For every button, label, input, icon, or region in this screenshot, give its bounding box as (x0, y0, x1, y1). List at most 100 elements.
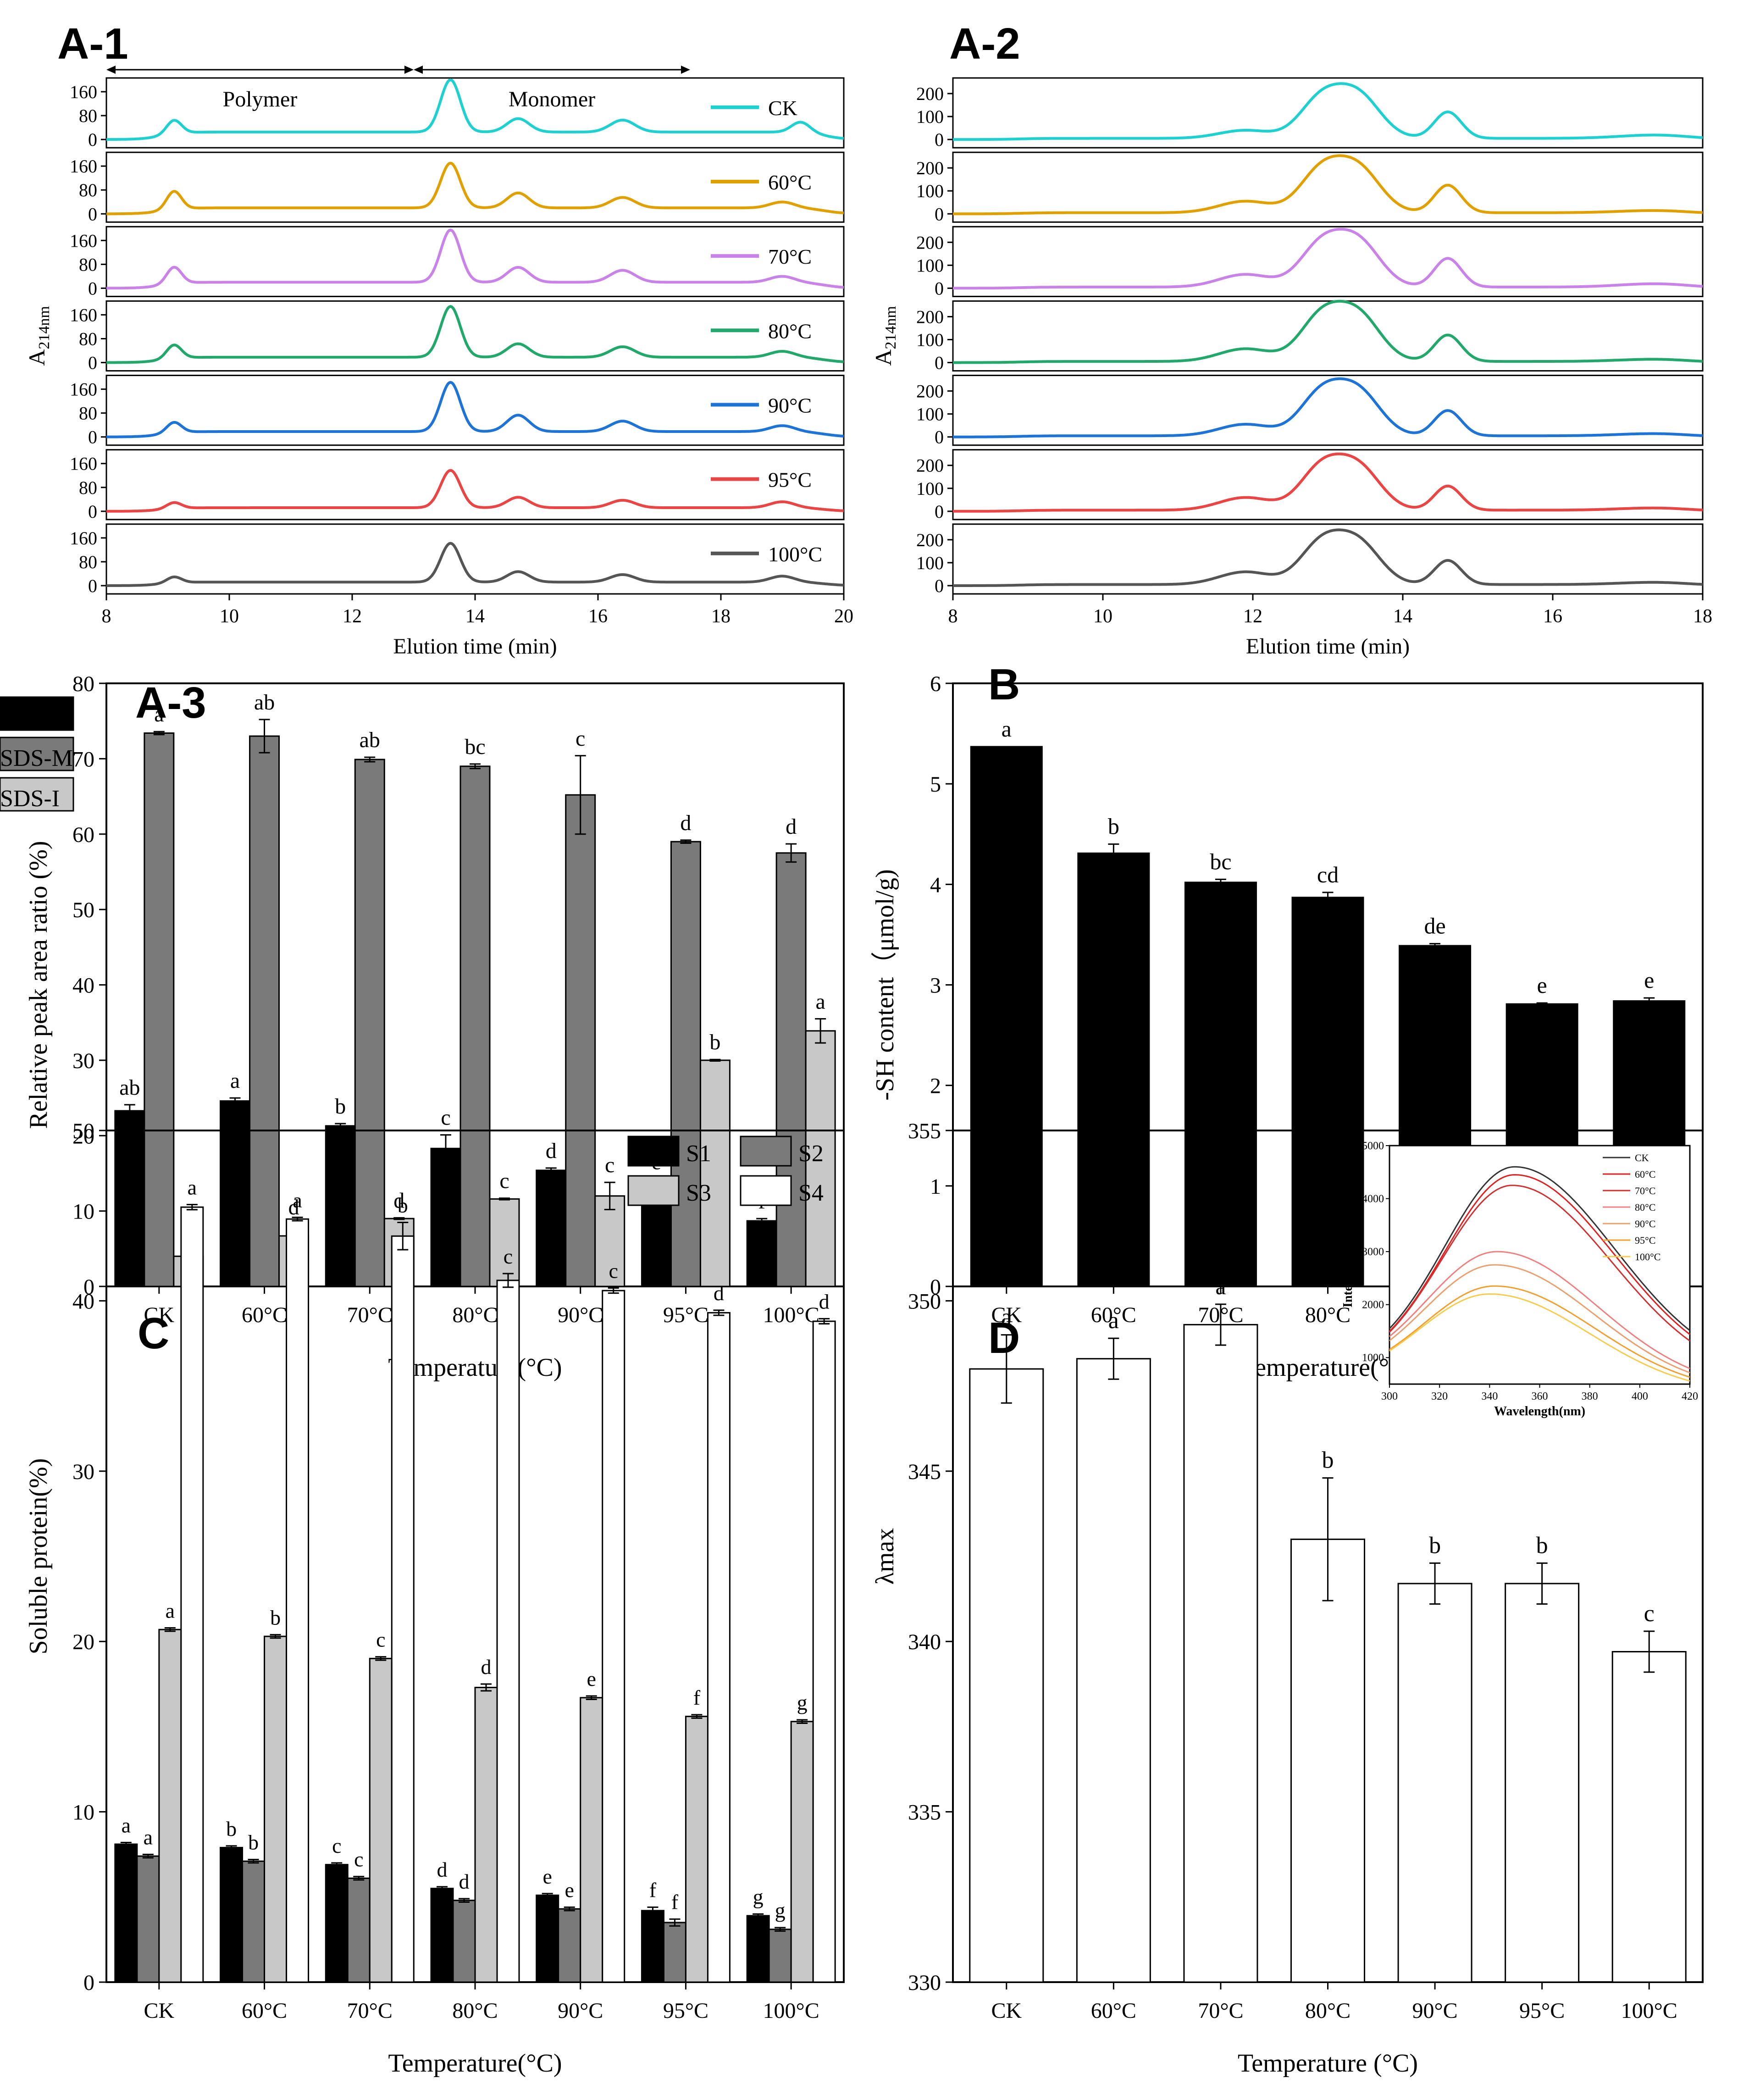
subplot-frame (105, 375, 845, 446)
significance-letter: b (1108, 814, 1119, 839)
significance-letter: d (546, 1139, 557, 1163)
x-tick-label: 60°C (1091, 1999, 1136, 2023)
significance-letter: d (714, 1281, 724, 1305)
y-tick-label: 80 (79, 254, 97, 275)
significance-letter: f (649, 1878, 657, 1902)
inset-legend-label: 95°C (1635, 1235, 1655, 1246)
x-tick-label: 16 (1543, 606, 1562, 627)
legend-label: S2 (798, 1141, 824, 1167)
y-tick-label: 160 (70, 82, 97, 102)
series-line-90°C (953, 377, 1703, 438)
significance-letter: d (680, 811, 691, 835)
bar-S2 (768, 1928, 792, 1983)
bar-S2 (242, 1860, 266, 1983)
y-tick-label: 0 (935, 278, 944, 299)
bar-S3 (790, 1721, 814, 1983)
x-tick-label: 60°C (1091, 1303, 1136, 1327)
bar-S1 (220, 1847, 244, 1983)
bar-SDS-I (699, 1059, 731, 1287)
significance-letter: c (504, 1245, 513, 1268)
x-axis-label: Temperature(°C) (1241, 1353, 1415, 1382)
region-label: Monomer (509, 87, 595, 111)
y-tick-label: 0 (88, 501, 97, 522)
x-tick-label: 95°C (1519, 1999, 1565, 2023)
series-line-70°C (106, 228, 844, 290)
y-tick-label: 80 (79, 477, 97, 498)
bar-λmax (969, 1368, 1044, 1983)
bar-SDS-P (114, 1110, 145, 1287)
x-tick-label: 70°C (347, 1303, 393, 1327)
legend-swatch (627, 1175, 680, 1206)
significance-letter: g (753, 1885, 764, 1908)
significance-letter: ab (119, 1075, 140, 1100)
y-tick-label: 100 (916, 404, 944, 425)
bar-SDS-P (430, 1147, 461, 1287)
significance-letter: d (786, 815, 797, 839)
x-axis-label: Temperature (°C) (1238, 2049, 1418, 2078)
arrow-head (681, 66, 690, 74)
y-tick-label: 350 (908, 1289, 941, 1313)
y-tick-label: 0 (935, 129, 944, 150)
y-tick-label: 30 (72, 1460, 94, 1484)
significance-letter: c (1644, 1601, 1655, 1627)
subplot-frame (952, 151, 1704, 223)
significance-letter: a (1001, 1304, 1012, 1330)
bar-S3 (474, 1686, 498, 1983)
y-tick-label: 100 (916, 330, 944, 350)
inset-y-axis-label: Intensity (A.U.) (1341, 1222, 1355, 1308)
subplot-frame (952, 523, 1704, 595)
significance-letter: bc (465, 735, 485, 759)
bar-λmax (1076, 1358, 1151, 1983)
x-axis-label: Elution time (min) (393, 634, 557, 659)
inset-x-tick-label: 320 (1431, 1391, 1448, 1402)
legend-label: 95°C (768, 468, 812, 492)
y-axis-label: A214nm (870, 306, 899, 366)
y-tick-label: 200 (916, 158, 944, 178)
y-tick-label: 2 (930, 1074, 941, 1098)
x-tick-label: 70°C (347, 1999, 393, 2023)
x-tick-label: CK (991, 1303, 1022, 1327)
y-tick-label: 0 (88, 278, 97, 299)
panel-label-a3: A-3 (135, 678, 206, 727)
y-tick-label: 100 (916, 553, 944, 573)
x-axis-label: Temperature(°C) (388, 2049, 562, 2078)
subplot-frame (952, 226, 1704, 297)
series-line-CK (953, 82, 1703, 141)
inset-legend-label: 70°C (1635, 1185, 1655, 1197)
y-tick-label: 200 (916, 381, 944, 402)
inset-series-line (1389, 1185, 1690, 1341)
bar-S4 (180, 1206, 204, 1983)
region-label: Polymer (223, 87, 298, 111)
x-tick-label: 10 (1093, 606, 1113, 627)
y-tick-label: 5 (930, 772, 941, 797)
bar-SDS-M (670, 841, 701, 1287)
bar--SH (970, 746, 1043, 1287)
inset-x-tick-label: 380 (1582, 1391, 1598, 1402)
bar-S2 (136, 1855, 160, 1983)
bar-SDS-I (805, 1030, 836, 1287)
significance-letter: a (166, 1599, 175, 1622)
bar-S2 (663, 1922, 686, 1983)
y-tick-label: 1 (930, 1175, 941, 1199)
y-tick-label: 200 (916, 455, 944, 476)
bar--SH (1291, 897, 1364, 1287)
significance-letter: a (230, 1069, 240, 1093)
significance-letter: b (248, 1831, 259, 1854)
subplot-frame (105, 449, 845, 521)
y-tick-label: 200 (916, 306, 944, 327)
bar-SDS-P (536, 1169, 567, 1287)
significance-letter: d (288, 1195, 299, 1219)
legend-label: S3 (686, 1180, 711, 1206)
significance-letter: a (1215, 1274, 1226, 1300)
bar-S3 (264, 1635, 288, 1983)
inset-x-tick-label: 300 (1381, 1391, 1398, 1402)
bar-S2 (558, 1908, 581, 1983)
y-axis-label: Soluble protein(%) (24, 1458, 53, 1655)
bar-SDS-M (144, 732, 175, 1287)
legend-label: SDS-P (0, 705, 65, 731)
series-line-90°C (106, 381, 844, 438)
x-tick-label: 14 (465, 606, 485, 627)
y-tick-label: 50 (72, 898, 94, 922)
y-tick-label: 70 (72, 747, 94, 771)
legend-label: 80°C (768, 319, 812, 343)
